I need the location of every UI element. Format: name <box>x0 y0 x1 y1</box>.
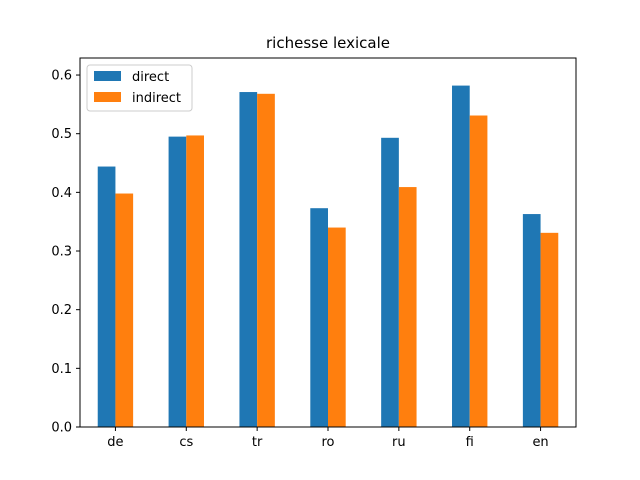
bars-layer <box>97 85 559 428</box>
y-tick-label: 0.6 <box>51 69 72 84</box>
legend-label-direct: direct <box>132 70 169 85</box>
bar-direct-tr <box>239 92 258 428</box>
x-tick-label: ro <box>321 435 334 450</box>
x-tick-label: en <box>532 435 548 450</box>
bar-direct-de <box>97 166 116 427</box>
bar-indirect-cs <box>186 135 204 427</box>
chart-title: richesse lexicale <box>266 34 390 52</box>
axes-layer: 0.0 0.1 0.2 0.3 0.4 0.5 0.6 de cs tr ro ru fi en <box>51 57 577 450</box>
bar-direct-ro <box>310 208 328 427</box>
bar-direct-cs <box>168 136 187 428</box>
bar-indirect-en <box>540 232 559 427</box>
x-tick-label: ru <box>392 435 406 450</box>
x-tick-label: de <box>107 435 123 450</box>
legend-swatch-direct <box>94 71 121 81</box>
x-tick-label: cs <box>179 435 193 450</box>
bar-direct-ru <box>381 137 399 427</box>
bar-direct-fi <box>452 85 470 427</box>
y-tick-label: 0.3 <box>51 245 72 260</box>
y-tick-label: 0.2 <box>51 303 72 318</box>
legend: direct indirect <box>86 64 193 112</box>
y-tick-label: 0.4 <box>51 186 72 201</box>
y-tick-label: 0.0 <box>51 421 72 436</box>
bar-indirect-ro <box>328 227 346 427</box>
bar-indirect-fi <box>469 115 488 427</box>
x-tick-label: tr <box>252 435 263 450</box>
legend-label-indirect: indirect <box>132 91 181 106</box>
bar-indirect-tr <box>257 93 275 427</box>
x-tick-label: fi <box>466 435 474 450</box>
y-tick-label: 0.1 <box>51 362 72 377</box>
y-tick-label: 0.5 <box>51 127 72 142</box>
bar-indirect-ru <box>398 187 417 427</box>
bar-direct-en <box>522 214 541 427</box>
legend-swatch-indirect <box>94 92 121 102</box>
bar-indirect-de <box>115 193 134 427</box>
